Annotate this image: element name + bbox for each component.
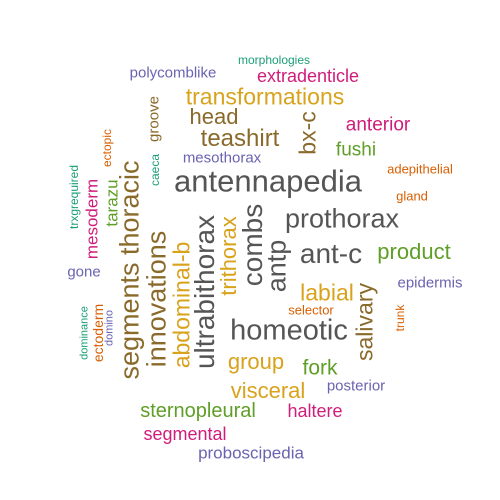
word-teashirt: teashirt [200,125,280,152]
word-ectopic: ectopic [100,128,114,168]
word-sternopleural: sternopleural [140,400,256,422]
word-morphologies: morphologies [237,53,311,67]
word-groove: groove [145,96,163,142]
word-caeca: caeca [148,153,162,187]
word-dominance: dominance [78,306,91,360]
word-trxgrequired: trxgrequired [67,164,81,230]
word-segmental: segmental [143,424,227,444]
word-ultrabithorax: ultrabithorax [189,214,220,370]
word-group: group [227,349,285,374]
word-domino: domino [103,309,116,347]
word-adepithelial: adepithelial [387,161,453,177]
word-antennapedia: antennapedia [174,163,362,199]
word-abdominal-b: abdominal-b [168,241,195,369]
word-transformations: transformations [185,83,345,110]
word-head: head [189,104,239,129]
word-product: product [377,239,451,264]
word-ant-c: ant-c [299,238,363,269]
word-selector: selector [288,302,334,318]
word-tarazu: tarazu [102,179,122,227]
word-anterior: anterior [345,114,411,136]
word-proboscipedia: proboscipedia [198,443,304,463]
word-visceral: visceral [230,378,306,403]
word-gone: gone [67,263,101,281]
word-labial: labial [300,279,354,306]
word-homeotic: homeotic [230,314,348,347]
word-fork: fork [302,356,338,380]
word-gland: gland [396,188,428,204]
word-posterior: posterior [326,377,386,395]
word-mesothorax: mesothorax [182,149,262,167]
word-bx-c: bx-c [294,111,321,155]
word-trunk: trunk [393,304,407,332]
word-epidermis: epidermis [397,274,463,292]
word-salivary: salivary [351,283,378,361]
word-trithorax: trithorax [216,216,241,296]
word-extradenticle: extradenticle [256,66,360,86]
word-haltere: haltere [287,401,343,421]
word-innovations: innovations [141,230,172,368]
word-prothorax: prothorax [284,203,400,234]
word-mesoderm: mesoderm [82,178,102,260]
word-polycomblike: polycomblike [129,64,217,82]
word-fushi: fushi [335,139,377,161]
word-antp: antp [261,239,292,293]
